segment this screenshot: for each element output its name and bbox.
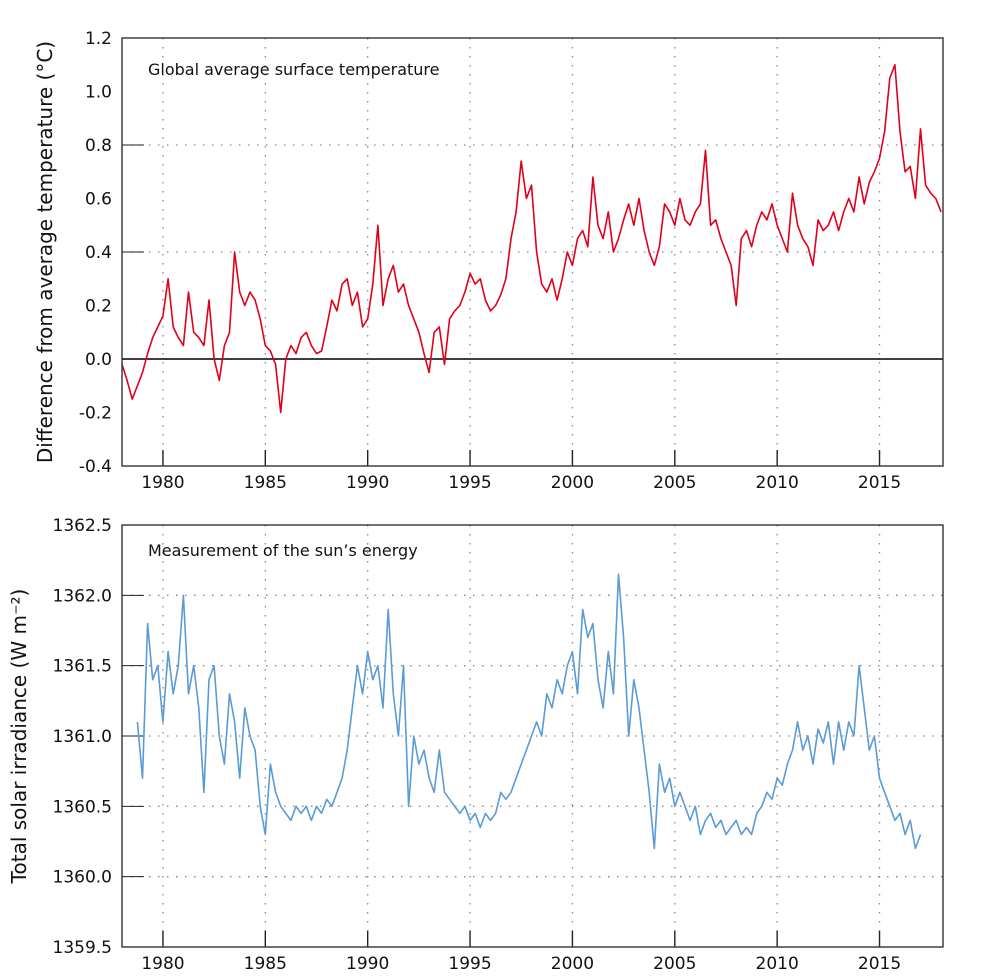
y-tick-label: 1.0 <box>85 83 112 103</box>
solar-irradiance-series-line <box>136 573 922 850</box>
x-tick-label: 2015 <box>858 954 901 974</box>
y-tick-label: 1359.5 <box>53 938 112 958</box>
x-tick-label: 1995 <box>448 473 491 493</box>
y-axis-title: Difference from average temperature (°C) <box>33 41 57 463</box>
x-tick-label: 1990 <box>346 473 389 493</box>
x-tick-label: 2010 <box>756 473 799 493</box>
x-tick-label: 1985 <box>244 954 287 974</box>
y-axis-title: Total solar irradiance (W m⁻²) <box>7 589 31 885</box>
y-tick-label: 1360.0 <box>53 868 112 888</box>
y-tick-label: 1361.5 <box>53 657 112 677</box>
y-tick-label: 0.0 <box>85 350 112 370</box>
y-tick-label: 0.4 <box>85 243 112 263</box>
plot-frame <box>121 37 944 467</box>
x-tick-label: 1985 <box>244 473 287 493</box>
x-tick-label: 2000 <box>551 954 594 974</box>
y-tick-label: 1362.5 <box>53 516 112 536</box>
y-tick-label: -0.2 <box>79 404 112 424</box>
y-tick-label: 0.2 <box>85 297 112 317</box>
y-tick-label: 1362.0 <box>53 586 112 606</box>
x-tick-label: 1995 <box>448 954 491 974</box>
panel-title: Global average surface temperature <box>148 60 440 79</box>
y-tick-label: 0.8 <box>85 136 112 156</box>
x-tick-label: 2015 <box>858 473 901 493</box>
x-tick-label: 2005 <box>653 473 696 493</box>
x-tick-label: 1980 <box>141 954 184 974</box>
y-tick-label: 1361.0 <box>53 727 112 747</box>
plot-frame <box>121 524 944 948</box>
temperature-series-line <box>121 64 942 414</box>
x-tick-label: 2000 <box>551 473 594 493</box>
y-tick-label: -0.4 <box>79 457 112 477</box>
x-tick-label: 1980 <box>141 473 184 493</box>
solar-panel: 1359.5 1360.0 1360.5 1361.0 1361.5 1362.0 1362… <box>7 516 944 974</box>
x-tick-label: 2005 <box>653 954 696 974</box>
panel-title: Measurement of the sun’s energy <box>148 541 418 560</box>
x-tick-label: 1990 <box>346 954 389 974</box>
y-tick-label: 0.6 <box>85 190 112 210</box>
y-tick-label: 1360.5 <box>53 797 112 817</box>
temperature-panel: -0.4 -0.2 0.0 0.2 0.4 0.6 0.8 1.0 1.2 1980 1985 199… <box>33 29 944 493</box>
x-tick-label: 2010 <box>756 954 799 974</box>
y-tick-label: 1.2 <box>85 29 112 49</box>
